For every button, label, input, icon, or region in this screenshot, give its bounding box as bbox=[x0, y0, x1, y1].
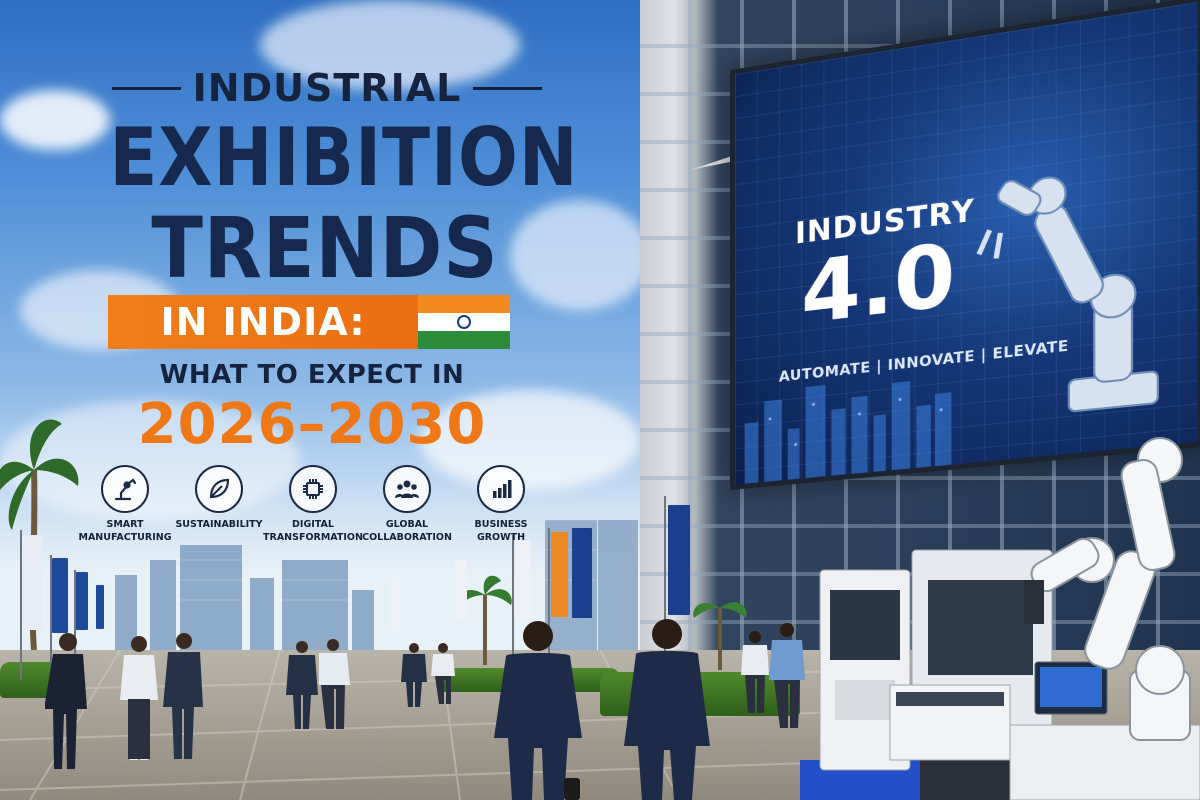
visitor bbox=[769, 623, 805, 728]
flag-pole bbox=[50, 555, 52, 665]
banner-flag bbox=[22, 535, 42, 630]
title-in-india: IN INDIA: bbox=[160, 300, 366, 344]
banner-flag bbox=[390, 578, 400, 630]
visitor bbox=[494, 621, 582, 800]
robot-arm-graphic bbox=[966, 100, 1186, 442]
visitor bbox=[120, 636, 158, 760]
feature-label: BUSINESS GROWTH bbox=[474, 519, 528, 543]
title-what-to-expect: WHAT TO EXPECT IN bbox=[159, 360, 465, 390]
visitor bbox=[401, 643, 427, 707]
feature-label: SUSTAINABILITY bbox=[175, 519, 263, 530]
india-banner: IN INDIA: bbox=[108, 295, 510, 349]
visitor bbox=[163, 633, 203, 759]
title-rule-left bbox=[112, 86, 181, 90]
feature-item: DIGITAL TRANSFORMATION bbox=[263, 465, 363, 555]
ashoka-chakra-icon bbox=[457, 315, 471, 329]
visitor bbox=[741, 631, 769, 713]
flag-pole bbox=[20, 530, 22, 680]
flag-pole bbox=[548, 528, 550, 663]
industry-billboard: INDUSTRY 4.0 AUTOMATE | INNOVATE | ELEVA… bbox=[730, 0, 1200, 491]
billboard-version: 4.0 bbox=[801, 224, 956, 343]
title-years: 2026–2030 bbox=[137, 392, 487, 457]
title-exhibition: EXHIBITION bbox=[109, 111, 579, 204]
banner-flag bbox=[668, 505, 690, 615]
banner-flag bbox=[52, 558, 68, 633]
feature-item: BUSINESS GROWTH bbox=[454, 465, 548, 555]
banner-flag bbox=[455, 560, 467, 620]
visitor bbox=[286, 641, 318, 729]
banner-flag bbox=[551, 532, 568, 617]
feature-item: SUSTAINABILITY bbox=[172, 465, 266, 555]
flag-pole bbox=[512, 535, 514, 660]
cloud bbox=[420, 390, 640, 490]
robot-exhibit bbox=[800, 437, 1200, 800]
title-rule-right bbox=[473, 86, 542, 90]
feature-item: GLOBAL COLLABORATION bbox=[360, 465, 454, 555]
title-industrial: INDUSTRIAL bbox=[192, 66, 462, 110]
banner-flag bbox=[515, 540, 531, 622]
visitor bbox=[319, 639, 350, 729]
flag-pole bbox=[74, 570, 76, 660]
cloud bbox=[0, 90, 110, 150]
cloud bbox=[510, 200, 650, 310]
title-trends: TRENDS bbox=[151, 199, 499, 297]
flag-pole bbox=[664, 496, 666, 656]
robot-arm-icon bbox=[101, 465, 149, 513]
feature-label: GLOBAL COLLABORATION bbox=[362, 519, 452, 543]
people-icon bbox=[383, 465, 431, 513]
cloud bbox=[260, 0, 520, 90]
banner-flag bbox=[96, 585, 104, 629]
banner-flag bbox=[572, 528, 592, 618]
feature-list: SMART MANUFACTURING SUSTAINABILITY DIGIT… bbox=[78, 465, 548, 555]
growth-chart-icon bbox=[477, 465, 525, 513]
india-flag-icon bbox=[418, 295, 510, 349]
visitor bbox=[45, 633, 87, 769]
chip-icon bbox=[289, 465, 337, 513]
billboard-city-graphic bbox=[744, 381, 952, 484]
visitor bbox=[624, 619, 710, 800]
visitor bbox=[431, 643, 455, 704]
palm-tree bbox=[693, 602, 747, 670]
feature-label: SMART MANUFACTURING bbox=[78, 519, 172, 543]
title-kicker: INDUSTRIAL bbox=[112, 66, 542, 110]
leaf-icon bbox=[195, 465, 243, 513]
feature-item: SMART MANUFACTURING bbox=[78, 465, 172, 555]
banner-flag bbox=[76, 572, 88, 630]
feature-label: DIGITAL TRANSFORMATION bbox=[263, 519, 363, 543]
